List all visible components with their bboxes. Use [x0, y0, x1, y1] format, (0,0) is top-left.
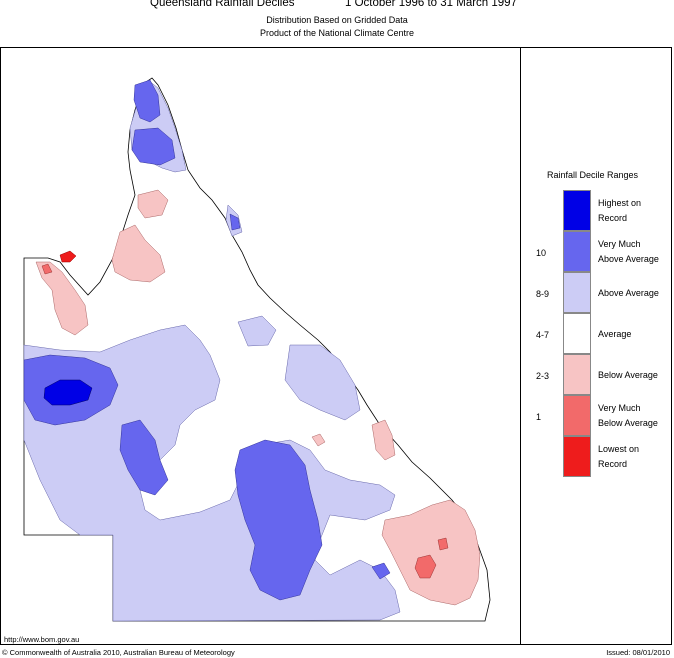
legend-item-lowest: Lowest on Record [0, 436, 674, 477]
lowest-on-record-region [59, 250, 77, 263]
legend-label: Below Average [598, 370, 658, 380]
legend-divider [520, 47, 521, 645]
highest-on-record-region [43, 379, 93, 406]
very-much-above-region-center [234, 439, 323, 601]
legend-item-very-much-below: 1 Very Much Below Average [0, 395, 674, 436]
map-header: Queensland Rainfall Deciles 1 October 19… [0, 0, 674, 46]
above-average-region-east [284, 344, 361, 421]
very-much-above-region-center-west [119, 419, 169, 496]
below-average-region-small [311, 433, 326, 447]
map-title: Queensland Rainfall Deciles [150, 0, 295, 9]
legend-range: 8-9 [536, 289, 550, 299]
legend-label: Average [598, 329, 632, 339]
very-much-below-region-southeast [414, 554, 437, 579]
legend-title: Rainfall Decile Ranges [547, 170, 639, 180]
below-average-region-northwest [35, 261, 89, 336]
legend-swatch [563, 395, 591, 436]
legend-label: Very Much Below Average [598, 403, 658, 428]
footer-copyright: © Commonwealth of Australia 2010, Austra… [2, 648, 235, 657]
footer-issued-date: Issued: 08/01/2010 [606, 648, 670, 657]
below-average-region-gulf [111, 224, 166, 283]
legend-swatch [563, 354, 591, 395]
very-much-above-region-coast [229, 213, 241, 231]
map-frame [0, 47, 672, 645]
very-much-below-region-gulf [41, 263, 53, 275]
very-much-above-region-small [371, 562, 391, 580]
footer-url[interactable]: http://www.bom.gov.au [4, 635, 80, 644]
legend-range: 4-7 [536, 330, 550, 340]
legend-swatch [563, 272, 591, 313]
legend-item-above: 8-9 Above Average [0, 272, 674, 313]
legend-range: 1 [536, 412, 542, 422]
legend-item-average: 4-7 Average [0, 313, 674, 354]
legend-label: Lowest on Record [598, 444, 640, 469]
map-subtitle-product: Product of the National Climate Centre [259, 28, 415, 38]
legend-swatch [563, 190, 591, 231]
below-average-region-southeast [381, 499, 481, 606]
legend-item-below: 2-3 Below Average [0, 354, 674, 395]
legend-range: 2-3 [536, 371, 550, 381]
above-average-region-central [237, 315, 277, 347]
legend-label: Highest on Record [598, 198, 642, 223]
map-subtitle-distribution: Distribution Based on Gridded Data [266, 15, 408, 25]
legend-swatch [563, 231, 591, 272]
legend-range: 10 [536, 248, 547, 258]
legend-item-highest: Highest on Record [0, 190, 674, 231]
legend-item-very-much-above: 10 Very Much Above Average [0, 231, 674, 272]
legend-swatch [563, 436, 591, 477]
very-much-above-region-north [133, 79, 161, 123]
queensland-map [23, 77, 491, 622]
legend-swatch [563, 313, 591, 354]
below-average-region-north [137, 189, 169, 219]
legend-label: Above Average [598, 288, 659, 298]
very-much-above-region-north2 [131, 127, 176, 166]
very-much-below-region-small [437, 537, 449, 551]
legend-label: Very Much Above Average [598, 239, 659, 264]
map-period: 1 October 1996 to 31 March 1997 [345, 0, 517, 9]
below-average-region-coast [371, 419, 396, 461]
